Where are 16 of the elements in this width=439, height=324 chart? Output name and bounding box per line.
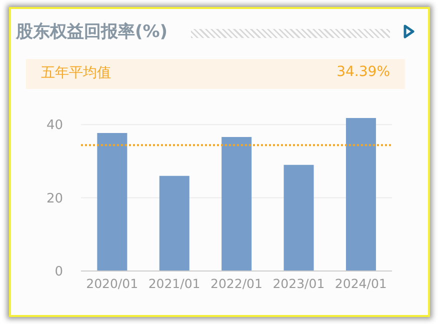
text: 五年平均值 [41,64,111,82]
x-tick-label: 2020/01 [86,276,138,291]
y-tick-label: 20 [46,191,63,206]
bar [159,176,190,271]
chart-title: 股东权益回报率(%) [16,21,168,43]
y-tick-label: 40 [46,118,63,134]
x-tick-label: 2023/01 [272,276,325,291]
x-tick-label: 2024/01 [334,276,387,291]
bar [97,133,128,271]
y-tick-label: 0 [54,264,63,280]
x-tick-label: 2021/01 [148,276,200,291]
bar [284,164,314,271]
x-tick-label: 2022/01 [210,276,262,291]
bar [346,118,376,271]
bar [222,137,252,271]
text: 34.39% [336,64,390,80]
